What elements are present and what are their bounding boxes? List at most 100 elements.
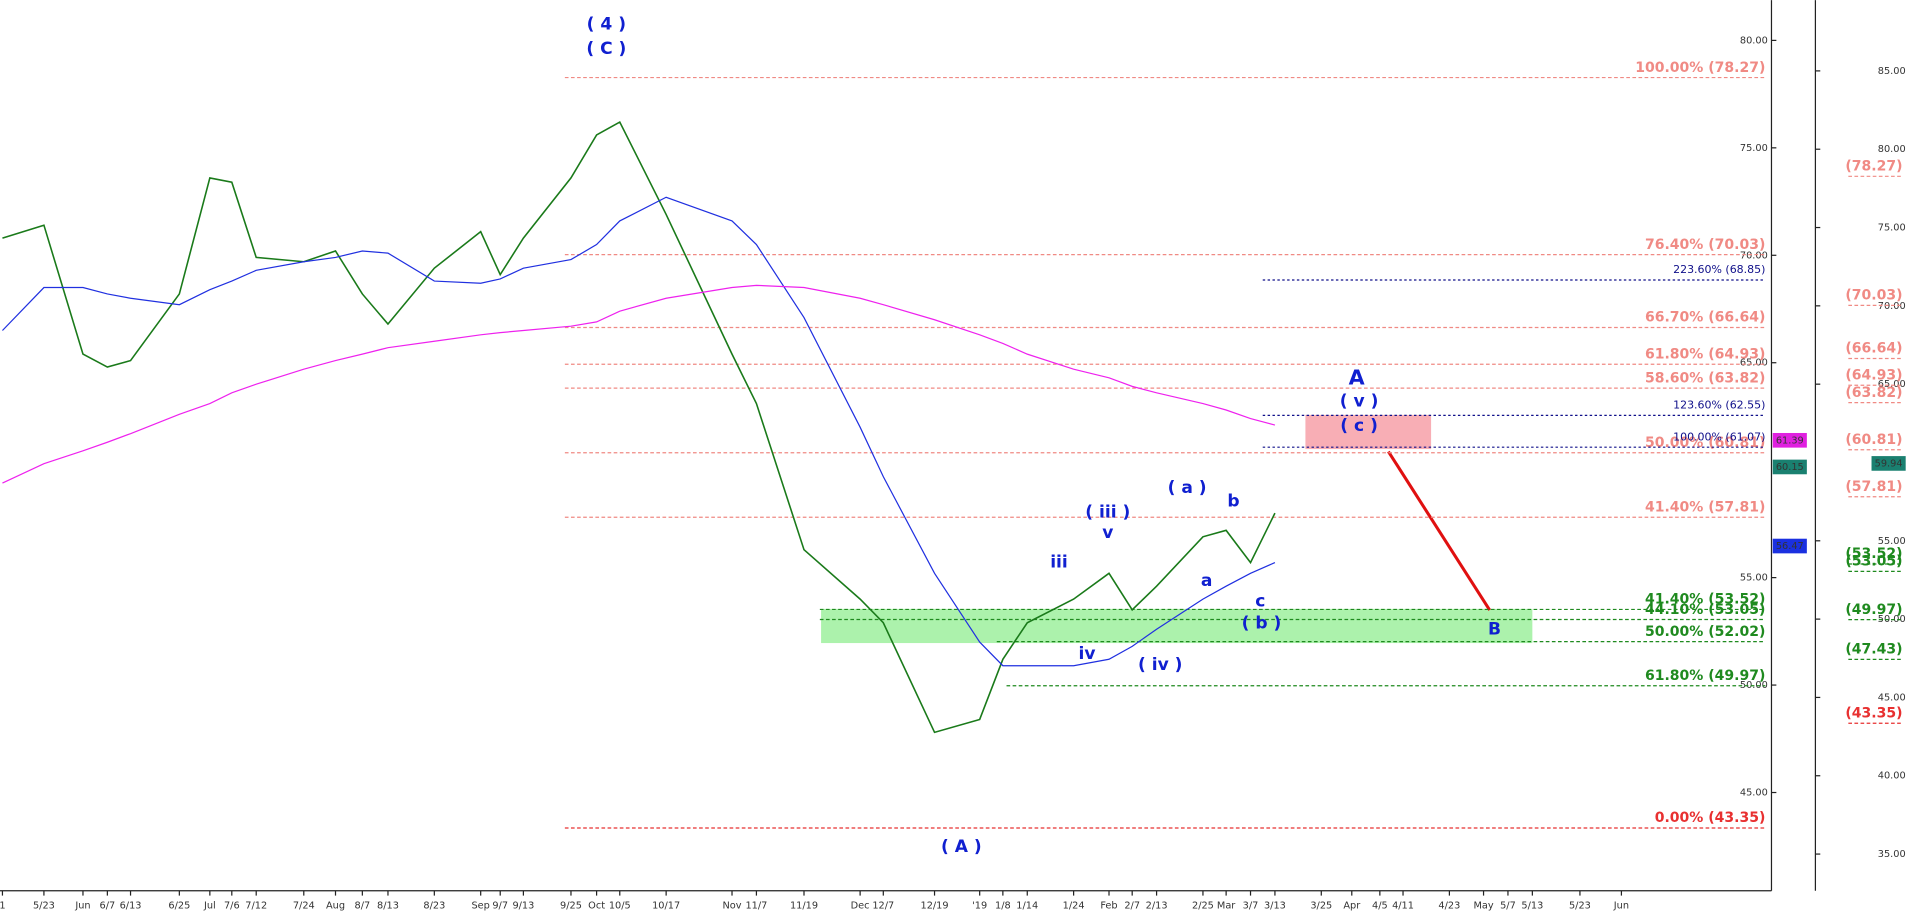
wave-label: ( b ): [1242, 614, 1282, 634]
fib-level-label: 41.40% (57.81): [1645, 499, 1765, 515]
x-tick-label: 5/7: [1500, 900, 1516, 911]
x-tick-label: 4/23: [1438, 900, 1460, 911]
x-tick-label: 7/6: [224, 900, 240, 911]
fib-level-label: 50.00% (52.02): [1645, 624, 1765, 640]
x-tick-label: Nov: [722, 900, 741, 911]
fib-level-label: 66.70% (66.64): [1645, 310, 1765, 326]
y2-tick-label: 80.00: [1878, 144, 1906, 155]
x-tick-label: 1: [0, 900, 6, 911]
y2-level-label: (57.81): [1845, 479, 1902, 495]
wave-label: ( v ): [1340, 391, 1379, 411]
x-tick-label: Jun: [74, 900, 90, 911]
wave-label: A: [1349, 365, 1365, 389]
x-tick-label: 8/23: [423, 900, 445, 911]
wave-label: iii: [1050, 553, 1068, 573]
x-tick-label: 5/23: [1569, 900, 1591, 911]
x-tick-label: 1/24: [1063, 900, 1085, 911]
x-tick-label: Feb: [1100, 900, 1117, 911]
fib-level-label: 0.00% (43.35): [1655, 810, 1766, 826]
fib-level-label: 123.60% (62.55): [1673, 399, 1765, 412]
x-tick-label: 2/25: [1192, 900, 1214, 911]
x-tick-label: 2/7: [1124, 900, 1140, 911]
y-tick-label: 80.00: [1740, 35, 1768, 46]
x-tick-label: 3/13: [1264, 900, 1286, 911]
x-tick-label: 1/8: [995, 900, 1011, 911]
x-tick-label: Apr: [1343, 900, 1361, 911]
fib-level-label: 44.10% (53.05): [1645, 602, 1765, 618]
x-tick-label: 6/25: [168, 900, 190, 911]
x-tick-label: 9/7: [492, 900, 508, 911]
wave-label: ( C ): [586, 39, 626, 59]
y-tick-label: 65.00: [1740, 358, 1768, 369]
y-tick-label: 45.00: [1740, 788, 1768, 799]
x-tick-label: 3/25: [1310, 900, 1332, 911]
x-tick-label: 12/7: [872, 900, 894, 911]
wave-label: a: [1201, 571, 1213, 591]
wave-label: v: [1102, 523, 1113, 543]
x-tick-label: Sep: [471, 900, 489, 911]
x-tick-label: Mar: [1217, 900, 1236, 911]
x-tick-label: 6/7: [100, 900, 116, 911]
y2-level-label: (43.35): [1845, 706, 1902, 722]
price-tag: [1772, 459, 1807, 475]
price-tag-label: 61.39: [1776, 435, 1804, 446]
wave-label: c: [1255, 592, 1265, 612]
x-tick-label: 6/13: [120, 900, 142, 911]
y-tick-label: 55.00: [1740, 573, 1768, 584]
x-tick-label: 10/5: [609, 900, 631, 911]
x-tick-label: 9/25: [560, 900, 582, 911]
y2-level-label: (78.27): [1845, 159, 1902, 175]
y2-tick-label: 55.00: [1878, 536, 1906, 547]
x-tick-label: 7/12: [245, 900, 267, 911]
wave-label: ( iv ): [1138, 655, 1183, 675]
fib-level-label: 223.60% (68.85): [1673, 263, 1765, 276]
price-tag-label: 60.15: [1776, 462, 1804, 473]
x-tick-label: 3/7: [1243, 900, 1259, 911]
x-tick-label: 4/11: [1392, 900, 1414, 911]
x-tick-label: 11/7: [745, 900, 767, 911]
y2-level-label: (64.93): [1845, 368, 1902, 384]
series-line: [2, 120, 1276, 734]
x-tick-label: 8/13: [377, 900, 399, 911]
support-zone: [821, 608, 1533, 644]
y2-level-label: (53.05): [1845, 554, 1902, 570]
fib-level-label: 100.00% (61.07): [1673, 430, 1765, 443]
fib-level-label: 41.40% (53.52): [1645, 592, 1765, 608]
y2-level-label: (66.64): [1845, 341, 1902, 357]
fib-level-label: 100.00% (78.27): [1635, 60, 1765, 76]
x-tick-label: 11/19: [790, 900, 818, 911]
wave-label: b: [1227, 492, 1239, 512]
y2-tick-label: 75.00: [1878, 223, 1906, 234]
x-tick-label: 8/7: [354, 900, 370, 911]
y2-level-label: (60.81): [1845, 432, 1902, 448]
y2-tick-label: 40.00: [1878, 771, 1906, 782]
y2-tick-label: 70.00: [1878, 301, 1906, 312]
price-tag: [1772, 538, 1807, 554]
fib-level-label: 76.40% (70.03): [1645, 237, 1765, 253]
y2-level-label: (53.52): [1845, 546, 1902, 562]
y2-level-label: (70.03): [1845, 288, 1902, 304]
x-tick-label: 4/5: [1372, 900, 1388, 911]
x-tick-label: 1/14: [1016, 900, 1038, 911]
y2-level-label: (49.97): [1845, 602, 1902, 618]
x-tick-label: Oct: [588, 900, 605, 911]
fib-level-label: 58.60% (63.82): [1645, 370, 1765, 386]
y2-level-label: (47.43): [1845, 642, 1902, 658]
x-tick-label: 5/13: [1521, 900, 1543, 911]
price-tag-label: 59.94: [1875, 458, 1903, 469]
x-tick-label: 7/24: [293, 900, 315, 911]
x-tick-label: 9/13: [512, 900, 534, 911]
price-tag: [1871, 456, 1906, 471]
x-tick-label: '19: [972, 900, 987, 911]
y2-tick-label: 35.00: [1878, 849, 1906, 860]
y2-tick-label: 85.00: [1878, 66, 1906, 77]
wave-label: ( a ): [1168, 478, 1207, 498]
wave-label: B: [1488, 620, 1501, 640]
price-tag-label: 56.47: [1776, 541, 1804, 552]
y2-tick-label: 45.00: [1878, 692, 1906, 703]
series-line: [2, 196, 1276, 667]
x-tick-label: Aug: [326, 900, 345, 911]
series-line: [2, 284, 1276, 484]
